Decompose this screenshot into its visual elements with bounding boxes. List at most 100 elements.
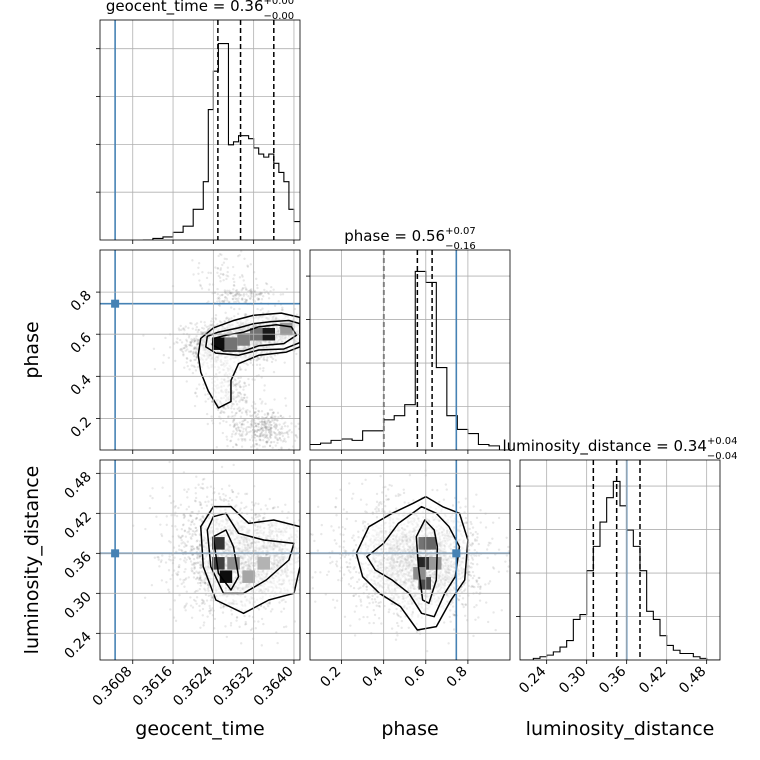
sample-point <box>262 356 266 359</box>
sample-point <box>281 427 284 430</box>
sample-point <box>245 505 248 508</box>
sample-point <box>278 430 281 434</box>
sample-point <box>268 421 272 424</box>
sample-point <box>230 415 233 418</box>
sample-point <box>303 509 305 511</box>
sample-point <box>261 439 265 442</box>
sample-point <box>231 402 234 406</box>
sample-point <box>234 442 238 446</box>
sample-point <box>268 428 271 431</box>
sample-point <box>220 409 223 413</box>
sample-point <box>251 455 253 457</box>
sample-point <box>203 321 206 324</box>
sample-point <box>197 266 200 269</box>
sample-point <box>258 420 262 424</box>
sample-point <box>179 578 182 581</box>
sample-point <box>243 257 246 260</box>
sample-point <box>232 419 236 422</box>
sample-point <box>199 550 202 553</box>
sample-point <box>283 361 286 364</box>
sample-point <box>193 591 197 594</box>
sample-point <box>226 270 229 274</box>
sample-point <box>192 337 196 341</box>
sample-point <box>193 341 196 344</box>
sample-point <box>273 304 277 307</box>
sample-point <box>284 404 288 407</box>
sample-point <box>236 394 239 397</box>
sample-point <box>262 366 265 370</box>
sample-point <box>193 563 196 566</box>
sample-point <box>259 434 262 437</box>
sample-point <box>196 341 199 345</box>
sample-point <box>195 339 199 343</box>
sample-point <box>266 412 269 415</box>
sample-point <box>302 353 304 355</box>
sample-point <box>223 319 226 323</box>
sample-point <box>250 415 253 418</box>
sample-point <box>193 339 197 343</box>
sample-point <box>196 343 200 346</box>
sample-point <box>259 244 261 246</box>
density-cell <box>237 333 250 346</box>
sample-point <box>277 416 280 419</box>
sample-point <box>248 614 251 618</box>
sample-point <box>307 351 309 353</box>
sample-point <box>264 429 268 432</box>
sample-point <box>236 299 240 303</box>
sample-point <box>222 606 225 609</box>
sample-point <box>190 616 194 619</box>
sample-point <box>249 628 253 632</box>
sample-point <box>221 273 225 276</box>
sample-point <box>207 288 211 291</box>
sample-point <box>185 590 188 593</box>
sample-point <box>216 267 220 270</box>
sample-point <box>268 444 272 448</box>
sample-point <box>188 341 192 344</box>
sample-point <box>231 294 235 297</box>
sample-point <box>210 324 214 327</box>
sample-point <box>199 576 202 580</box>
sample-point <box>250 424 253 427</box>
marginal-luminosity_distance: 0.24 0.30 0.36 0.42 0.48luminosity_distance … <box>502 436 737 697</box>
sample-point <box>189 596 192 599</box>
sample-point <box>243 418 246 422</box>
sample-point <box>258 367 262 370</box>
sample-point <box>259 427 263 431</box>
sample-point <box>243 506 246 510</box>
joint-geocent_time-phase: 0.20.40.60.8 <box>68 244 309 457</box>
sample-point <box>303 416 305 418</box>
sample-point <box>222 279 225 282</box>
sample-point <box>218 304 221 307</box>
sample-point <box>237 381 241 385</box>
sample-point <box>215 446 218 449</box>
sample-point <box>284 397 287 400</box>
sample-point <box>187 350 191 353</box>
sample-point <box>270 420 273 423</box>
sample-point <box>176 573 180 576</box>
sample-point <box>225 316 229 319</box>
sample-point <box>197 328 200 332</box>
sample-point <box>270 432 273 435</box>
sample-point <box>196 576 199 579</box>
sample-point <box>192 563 195 566</box>
sample-point <box>253 436 256 440</box>
sample-point <box>267 425 270 428</box>
sample-point <box>169 577 172 581</box>
sample-point <box>250 422 253 426</box>
sample-point <box>199 576 202 579</box>
sample-point <box>233 423 236 427</box>
sample-point <box>233 424 237 427</box>
sample-point <box>143 596 147 599</box>
sample-point <box>270 430 273 433</box>
sample-point <box>195 325 199 329</box>
sample-point <box>268 444 272 448</box>
sample-point <box>282 422 286 425</box>
sample-point <box>280 610 283 613</box>
sample-point <box>256 423 260 426</box>
sample-point <box>265 433 269 436</box>
sample-point <box>191 570 194 573</box>
sample-point <box>186 540 190 543</box>
sample-point <box>245 396 249 399</box>
sample-point <box>190 338 193 341</box>
sample-point <box>181 327 185 330</box>
